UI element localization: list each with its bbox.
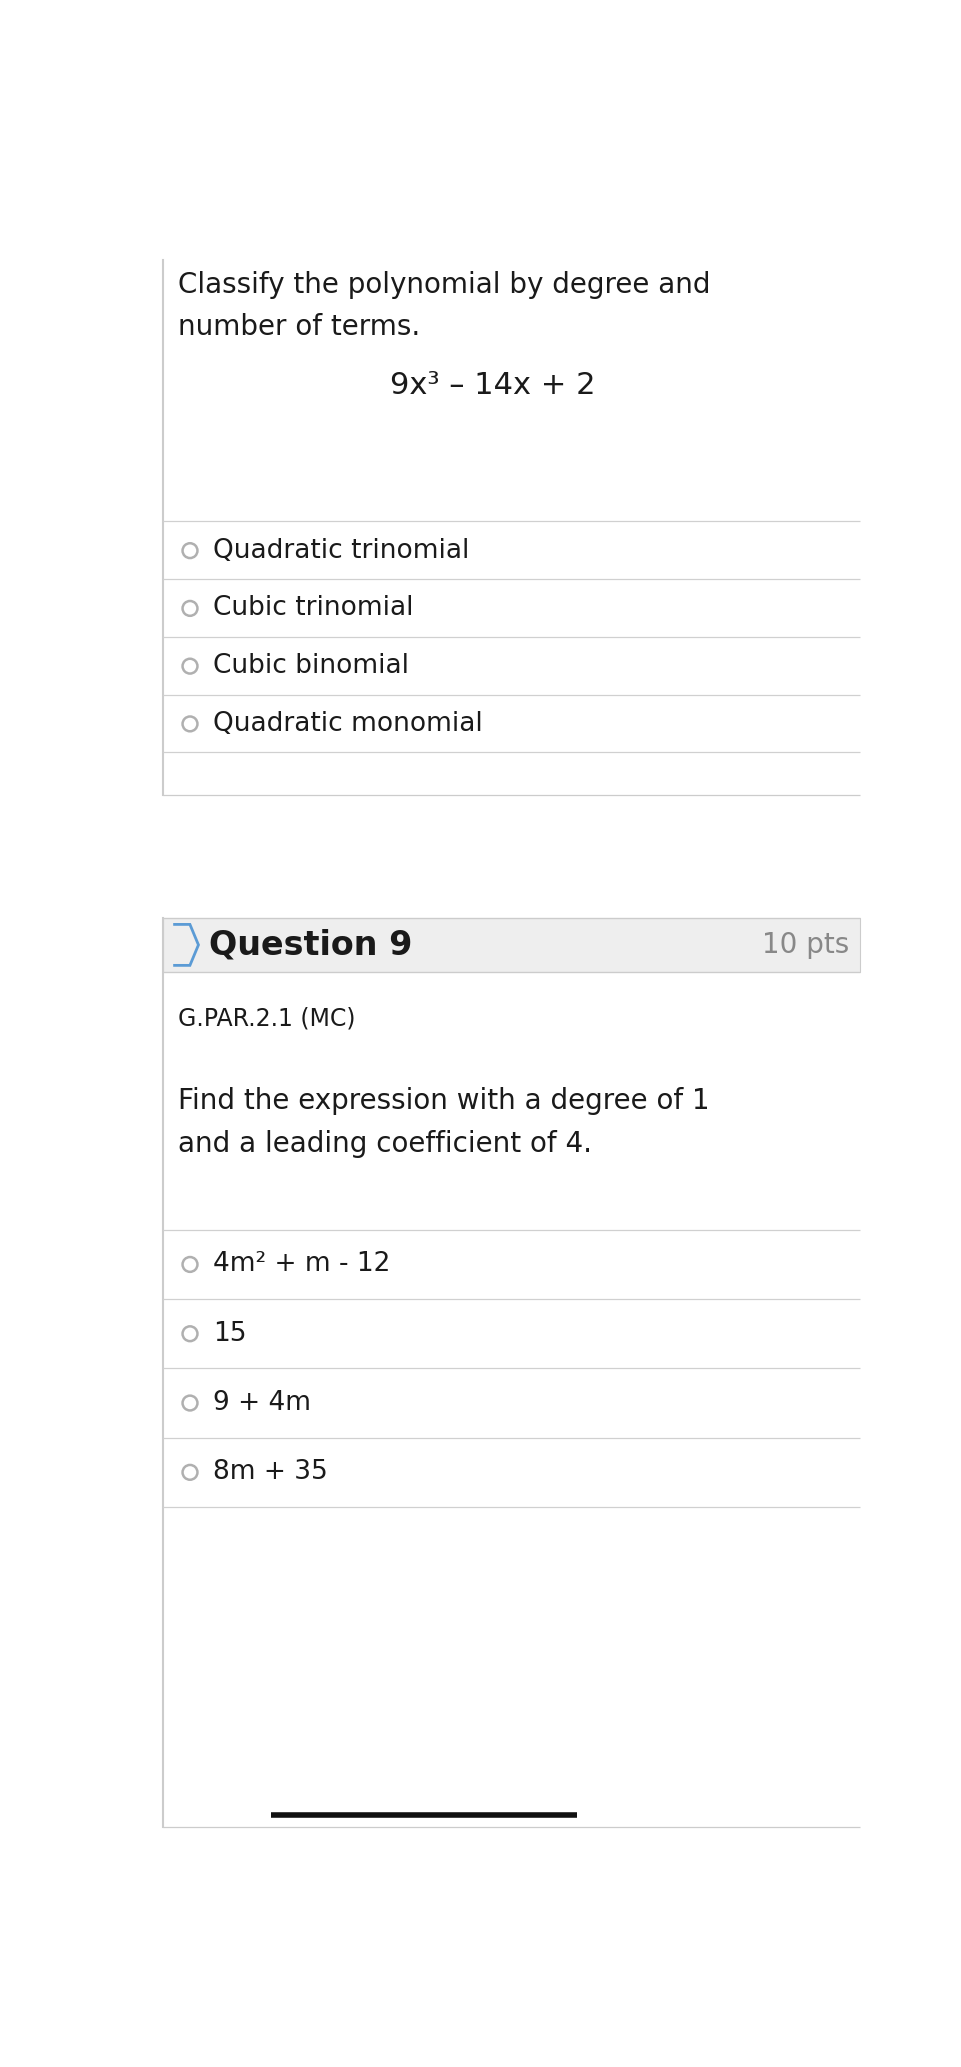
Text: Cubic trinomial: Cubic trinomial [213,595,413,622]
FancyBboxPatch shape [162,918,859,971]
Text: Quadratic monomial: Quadratic monomial [213,711,482,738]
Text: 9 + 4m: 9 + 4m [213,1389,311,1416]
Text: 10 pts: 10 pts [761,930,848,959]
Text: and a leading coefficient of 4.: and a leading coefficient of 4. [178,1131,592,1158]
Text: Find the expression with a degree of 1: Find the expression with a degree of 1 [178,1087,709,1116]
Text: 4m² + m - 12: 4m² + m - 12 [213,1251,390,1277]
Text: G.PAR.2.1 (MC): G.PAR.2.1 (MC) [178,1007,356,1031]
Text: 8m + 35: 8m + 35 [213,1459,328,1486]
Text: Cubic binomial: Cubic binomial [213,653,408,680]
Text: number of terms.: number of terms. [178,314,420,341]
Text: Quadratic trinomial: Quadratic trinomial [213,537,469,564]
Text: 15: 15 [213,1321,246,1348]
Text: Question 9: Question 9 [209,928,412,961]
Text: 9x³ – 14x + 2: 9x³ – 14x + 2 [390,372,595,401]
Text: Classify the polynomial by degree and: Classify the polynomial by degree and [178,271,710,300]
